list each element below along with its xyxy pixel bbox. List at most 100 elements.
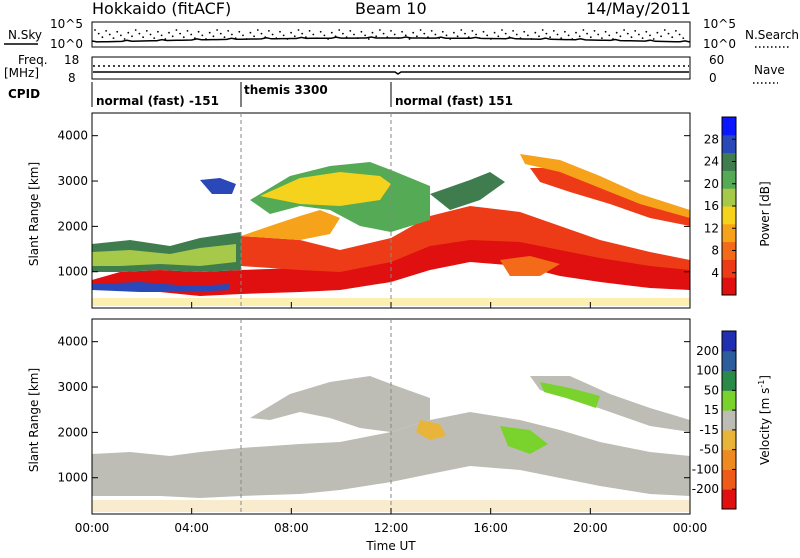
velocity-y-axis: 1000 2000 3000 4000: [57, 335, 690, 485]
noise-search-point: [460, 29, 463, 31]
velocity-colorbar-swatch: [722, 410, 736, 431]
freq-frame: [91, 56, 691, 80]
power-ytick-label: 3000: [57, 174, 88, 188]
velocity-colorbar-tick-label: 15: [704, 403, 719, 417]
noise-search-point: [530, 38, 533, 40]
noise-search-point: [349, 30, 352, 32]
noise-search-point: [227, 30, 230, 32]
noise-search-point: [149, 33, 152, 36]
noise-search-point: [123, 38, 126, 40]
power-upper-yellow: [260, 172, 391, 206]
noise-search-point: [486, 34, 489, 37]
noise-search-point: [275, 37, 278, 39]
noise-left-tick-bottom: 10^0: [50, 37, 83, 51]
noise-search-point: [286, 38, 289, 40]
velocity-colorbar-swatch: [722, 489, 736, 510]
noise-search-point: [449, 38, 452, 40]
noise-search-point: [223, 36, 226, 39]
velocity-colorbar-label: Velocity [m s-1]: [757, 375, 772, 465]
noise-search-point: [160, 34, 163, 37]
nave-label: Nave: [754, 63, 785, 77]
noise-search-point: [264, 36, 267, 39]
noise-search-point: [271, 33, 274, 36]
velocity-colorbar: 200 100 50 15 -15 -50 -100 -200: [692, 330, 737, 510]
noise-search-point: [138, 32, 141, 35]
power-ytick-label: 2000: [57, 219, 88, 233]
noise-search-point: [179, 32, 182, 35]
noise-search-point: [467, 36, 470, 39]
velocity-colorbar-swatch: [722, 331, 736, 352]
power-colorbar-tick-label: 12: [704, 221, 719, 235]
noise-search-point: [327, 38, 329, 40]
velocity-ytick-label: 2000: [57, 425, 88, 439]
noise-search-point: [575, 31, 577, 34]
noise-search-point: [519, 37, 522, 39]
power-colorbar-swatch: [722, 277, 736, 296]
power-center-patch: [430, 172, 505, 210]
noise-search-point: [231, 33, 233, 36]
noise-right-tick-bottom: 10^0: [703, 37, 736, 51]
noise-search-point: [534, 31, 537, 34]
noise-search-point: [323, 34, 326, 37]
date-title: 14/May/2011: [586, 0, 691, 18]
velocity-upper-band: [250, 376, 430, 432]
noise-search-point: [208, 31, 211, 34]
freq-tick-bottom: 8: [68, 71, 76, 85]
noise-search-point: [612, 38, 614, 40]
noise-frame: [91, 21, 691, 48]
noise-search-point: [678, 33, 681, 36]
noise-search-point: [615, 31, 618, 34]
x-tick-label: 04:00: [174, 521, 209, 535]
noise-search-point: [131, 35, 133, 38]
noise-search-point: [253, 35, 256, 38]
noise-search-point: [216, 29, 219, 31]
cpid-segment-1: normal (fast) -151: [96, 94, 219, 108]
x-tick-label: 20:00: [573, 521, 608, 535]
velocity-colorbar-swatch: [722, 429, 736, 451]
velocity-colorbar-frame: [721, 330, 737, 510]
cpid-panel: CPID normal (fast) -151 themis 3300 norm…: [8, 82, 513, 108]
cpid-segment-2: themis 3300: [244, 83, 328, 97]
noise-search-point: [293, 35, 296, 38]
velocity-colorbar-swatch: [722, 390, 736, 411]
power-lower-right-patch: [500, 256, 560, 276]
velocity-colorbar-tick-label: -100: [692, 462, 719, 476]
noise-search-point: [101, 36, 104, 39]
x-axis-label: Time UT: [365, 539, 416, 553]
velocity-colorbar-tick-label: 50: [704, 383, 719, 397]
noise-search-point: [663, 29, 666, 31]
noise-search-point: [412, 31, 415, 34]
power-colorbar-swatch: [722, 223, 736, 243]
noise-left-label: N.Sky: [8, 28, 42, 42]
freq-label-2: [MHz]: [4, 66, 39, 80]
noise-search-point: [404, 34, 407, 37]
noise-search-point: [260, 32, 263, 35]
power-mid-patch: [241, 210, 340, 240]
noise-search-point: [360, 30, 363, 33]
noise-search-point: [667, 32, 670, 35]
power-y-axis: 1000 2000 3000 4000: [57, 129, 690, 279]
velocity-colorbar-label-text: Velocity [m s: [758, 388, 772, 465]
noise-search-point: [416, 35, 418, 38]
power-heatmap: [92, 154, 690, 306]
noise-sky-line: [91, 36, 691, 43]
noise-search-point: [397, 37, 400, 39]
noise-search-point: [367, 38, 370, 40]
noise-search-point: [645, 30, 648, 33]
noise-search-point: [445, 34, 448, 37]
noise-search-point: [552, 30, 555, 32]
noise-right-label: N.Search: [745, 28, 799, 42]
freq-line: [93, 71, 689, 75]
noise-search-point: [127, 31, 130, 34]
power-lower-edge: [92, 282, 230, 292]
noise-left-tick-top: 10^5: [50, 17, 83, 31]
noise-search-point: [171, 35, 174, 38]
noise-search-point: [386, 36, 389, 39]
noise-search-point: [475, 33, 477, 36]
noise-search-point: [194, 37, 196, 39]
freq-label-1: Freq.: [18, 53, 48, 67]
power-colorbar: 4 8 12 16 20 24 28: [704, 116, 737, 296]
noise-search-point: [164, 38, 167, 40]
noise-search-point: [608, 34, 611, 37]
noise-search-point: [523, 30, 526, 33]
